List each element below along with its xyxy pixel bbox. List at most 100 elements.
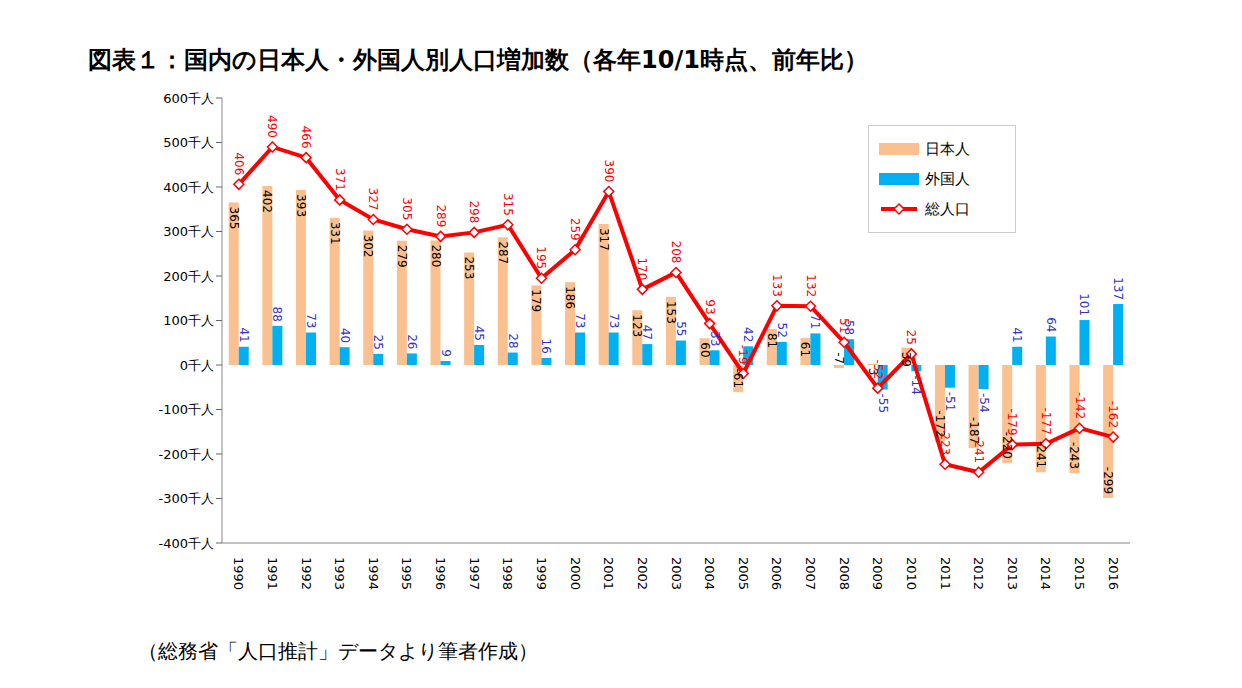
svg-text:259: 259: [568, 218, 582, 241]
svg-text:280: 280: [429, 244, 443, 267]
svg-text:-54: -54: [977, 393, 991, 413]
svg-text:55: 55: [674, 321, 688, 336]
svg-text:64: 64: [1044, 317, 1058, 332]
svg-text:52: 52: [775, 323, 789, 338]
svg-text:93: 93: [703, 299, 717, 314]
svg-text:-400千人: -400千人: [158, 536, 214, 551]
svg-text:42: 42: [741, 327, 755, 342]
svg-text:-177: -177: [1039, 408, 1053, 435]
svg-text:2003: 2003: [669, 557, 684, 590]
svg-text:317: 317: [597, 228, 611, 251]
svg-text:2001: 2001: [601, 557, 616, 590]
svg-text:61: 61: [798, 342, 812, 357]
svg-text:279: 279: [395, 245, 409, 268]
svg-text:47: 47: [640, 325, 654, 340]
svg-text:-241: -241: [1034, 441, 1048, 468]
svg-text:298: 298: [467, 200, 481, 223]
svg-text:2007: 2007: [803, 557, 818, 590]
svg-text:186: 186: [563, 286, 577, 309]
svg-text:490: 490: [265, 115, 279, 138]
svg-text:400千人: 400千人: [163, 180, 214, 195]
svg-text:41: 41: [1010, 327, 1024, 342]
svg-text:-61: -61: [731, 369, 745, 389]
svg-text:1999: 1999: [534, 557, 549, 590]
svg-text:600千人: 600千人: [163, 91, 214, 106]
svg-text:73: 73: [607, 313, 621, 328]
svg-text:-162: -162: [1106, 401, 1120, 428]
svg-text:406: 406: [232, 152, 246, 175]
svg-text:-142: -142: [1073, 392, 1087, 419]
svg-text:365: 365: [227, 207, 241, 230]
svg-text:9: 9: [439, 349, 453, 357]
svg-text:315: 315: [501, 193, 515, 216]
svg-text:73: 73: [304, 313, 318, 328]
svg-text:466: 466: [299, 126, 313, 149]
svg-text:1998: 1998: [500, 557, 515, 590]
svg-text:287: 287: [496, 241, 510, 264]
svg-text:1991: 1991: [265, 557, 280, 590]
svg-text:2009: 2009: [870, 557, 885, 590]
svg-text:331: 331: [328, 222, 342, 245]
svg-text:289: 289: [434, 204, 448, 227]
svg-text:2008: 2008: [837, 557, 852, 590]
svg-text:371: 371: [333, 168, 347, 191]
svg-text:100千人: 100千人: [163, 313, 214, 328]
svg-text:2010: 2010: [904, 557, 919, 590]
svg-text:2014: 2014: [1038, 557, 1053, 590]
svg-text:25: 25: [904, 330, 918, 345]
svg-text:133: 133: [770, 274, 784, 297]
svg-text:-200千人: -200千人: [158, 447, 214, 462]
svg-text:-100千人: -100千人: [158, 402, 214, 417]
svg-text:-241: -241: [972, 436, 986, 463]
svg-text:2016: 2016: [1106, 557, 1121, 590]
svg-text:1994: 1994: [366, 557, 381, 590]
svg-text:402: 402: [260, 190, 274, 213]
svg-text:170: 170: [635, 257, 649, 280]
svg-text:327: 327: [366, 188, 380, 211]
svg-text:40: 40: [338, 328, 352, 343]
svg-text:302: 302: [361, 235, 375, 258]
svg-text:390: 390: [602, 160, 616, 183]
svg-text:-51: -51: [943, 392, 957, 412]
svg-text:41: 41: [237, 327, 251, 342]
svg-text:2015: 2015: [1072, 557, 1087, 590]
svg-text:305: 305: [400, 197, 414, 220]
svg-text:-300千人: -300千人: [158, 491, 214, 506]
svg-text:51: 51: [837, 318, 851, 333]
svg-text:25: 25: [371, 335, 385, 350]
svg-text:2011: 2011: [938, 557, 953, 590]
svg-text:101: 101: [1077, 293, 1091, 316]
svg-text:-299: -299: [1101, 467, 1115, 494]
svg-text:-220: -220: [1000, 432, 1014, 459]
svg-text:88: 88: [270, 307, 284, 322]
svg-text:-19: -19: [736, 345, 750, 365]
svg-text:33: 33: [708, 331, 722, 346]
svg-text:39: 39: [899, 352, 913, 367]
svg-text:1995: 1995: [399, 557, 414, 590]
svg-text:1990: 1990: [231, 557, 246, 590]
svg-text:253: 253: [462, 256, 476, 279]
svg-text:300千人: 300千人: [163, 224, 214, 239]
svg-text:16: 16: [539, 339, 553, 354]
svg-text:0千人: 0千人: [180, 358, 214, 373]
svg-text:2004: 2004: [702, 557, 717, 590]
svg-text:500千人: 500千人: [163, 135, 214, 150]
svg-text:71: 71: [808, 314, 822, 329]
svg-text:26: 26: [405, 334, 419, 349]
svg-text:2006: 2006: [769, 557, 784, 590]
svg-text:-7: -7: [832, 352, 846, 364]
svg-text:-243: -243: [1067, 442, 1081, 469]
svg-text:-52: -52: [871, 360, 885, 380]
svg-text:132: 132: [804, 274, 818, 297]
svg-text:-14: -14: [909, 375, 923, 395]
svg-text:45: 45: [472, 326, 486, 341]
svg-text:1992: 1992: [299, 557, 314, 590]
svg-text:1997: 1997: [467, 557, 482, 590]
svg-text:393: 393: [294, 194, 308, 217]
svg-text:2005: 2005: [736, 557, 751, 590]
svg-text:200千人: 200千人: [163, 269, 214, 284]
svg-text:-55: -55: [876, 393, 890, 413]
svg-text:1996: 1996: [433, 557, 448, 590]
svg-text:2000: 2000: [568, 557, 583, 590]
svg-text:179: 179: [529, 289, 543, 312]
